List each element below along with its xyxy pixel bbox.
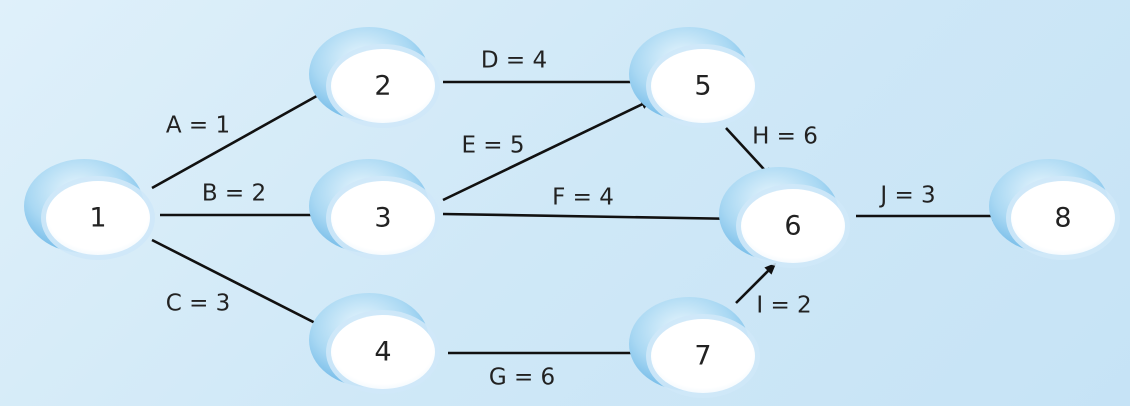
nodes-layer: 1 2 3 4 5 6 7 8	[24, 27, 1120, 398]
node-4: 4	[309, 293, 440, 394]
node-face	[651, 49, 755, 123]
edge-label-3-5: E = 5	[461, 133, 524, 159]
node-7: 7	[629, 297, 760, 398]
edge-arrow-1-4	[151, 238, 331, 332]
node-6: 6	[719, 167, 850, 268]
node-face	[331, 49, 435, 123]
node-8: 8	[989, 159, 1120, 260]
node-face	[651, 319, 755, 393]
edge-labels-layer: A = 1 B = 2 C = 3 D = 4 E = 5 F = 4 G = 6 H = 6…	[166, 48, 936, 391]
node-label: 7	[694, 341, 711, 372]
node-label: 8	[1054, 203, 1071, 234]
edge-label-5-6: H = 6	[752, 124, 818, 150]
edge-label-4-7: G = 6	[489, 365, 555, 391]
node-label: 2	[374, 71, 391, 102]
node-label: 3	[374, 203, 391, 234]
edge-label-1-3: B = 2	[202, 181, 266, 207]
node-face	[331, 181, 435, 255]
node-label: 1	[89, 203, 106, 234]
edge-label-2-5: D = 4	[481, 48, 547, 74]
edge-label-3-6: F = 4	[552, 185, 614, 211]
node-label: 6	[784, 211, 801, 242]
edges-layer	[151, 77, 1004, 358]
node-5: 5	[629, 27, 760, 128]
edge-label-7-6: I = 2	[756, 293, 811, 319]
node-face	[331, 315, 435, 389]
edge-arrow-3-6	[442, 212, 743, 224]
edge-label-1-2: A = 1	[166, 113, 230, 139]
edge-arrow-3-5	[442, 98, 653, 202]
node-1: 1	[24, 159, 155, 260]
edge-arrow-1-2	[151, 86, 333, 190]
node-face	[46, 181, 150, 255]
node-label: 5	[694, 71, 711, 102]
node-2: 2	[309, 27, 440, 128]
edge-label-6-8: J = 3	[878, 183, 935, 209]
node-3: 3	[309, 159, 440, 260]
edge-label-1-4: C = 3	[166, 291, 231, 317]
node-label: 4	[374, 337, 391, 368]
edge-arrow-7-6	[735, 262, 777, 304]
node-face	[741, 189, 845, 263]
node-face	[1011, 181, 1115, 255]
